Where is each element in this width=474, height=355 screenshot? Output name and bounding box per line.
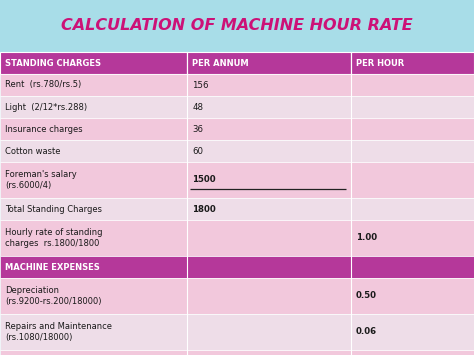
Text: 36: 36 <box>192 125 203 133</box>
Bar <box>187 198 351 220</box>
Bar <box>351 118 474 140</box>
Bar <box>187 314 351 350</box>
Bar <box>351 74 474 96</box>
Bar <box>351 350 474 355</box>
Bar <box>0 74 187 96</box>
Bar <box>187 96 351 118</box>
Bar <box>187 278 351 314</box>
Text: CALCULATION OF MACHINE HOUR RATE: CALCULATION OF MACHINE HOUR RATE <box>61 18 413 33</box>
Text: PER ANNUM: PER ANNUM <box>192 59 249 67</box>
Bar <box>0 140 187 162</box>
Bar <box>0 314 187 350</box>
Bar <box>0 0 474 52</box>
Bar <box>187 52 351 74</box>
Bar <box>187 118 351 140</box>
Bar <box>0 118 187 140</box>
Bar <box>187 140 351 162</box>
Text: 0.50: 0.50 <box>356 291 377 300</box>
Bar <box>0 96 187 118</box>
Text: 1.00: 1.00 <box>356 234 377 242</box>
Bar <box>187 220 351 256</box>
Bar <box>351 162 474 198</box>
Bar <box>0 256 187 278</box>
Bar <box>187 350 351 355</box>
Bar <box>0 52 187 74</box>
Bar <box>351 278 474 314</box>
Bar <box>187 162 351 198</box>
Bar <box>0 162 187 198</box>
Text: 1500: 1500 <box>192 175 216 185</box>
Text: 60: 60 <box>192 147 203 155</box>
Text: PER HOUR: PER HOUR <box>356 59 404 67</box>
Text: 48: 48 <box>192 103 203 111</box>
Bar <box>0 220 187 256</box>
Bar <box>351 96 474 118</box>
Text: Repairs and Maintenance
(rs.1080/18000): Repairs and Maintenance (rs.1080/18000) <box>5 322 112 342</box>
Text: Insurance charges: Insurance charges <box>5 125 82 133</box>
Text: Foreman's salary
(rs.6000/4): Foreman's salary (rs.6000/4) <box>5 170 77 190</box>
Text: Total Standing Charges: Total Standing Charges <box>5 204 102 213</box>
Text: 156: 156 <box>192 81 209 89</box>
Text: Hourly rate of standing
charges  rs.1800/1800: Hourly rate of standing charges rs.1800/… <box>5 228 102 248</box>
Bar <box>351 198 474 220</box>
Bar <box>351 140 474 162</box>
Bar <box>351 220 474 256</box>
Text: 0.06: 0.06 <box>356 328 377 337</box>
Bar <box>351 52 474 74</box>
Text: Cotton waste: Cotton waste <box>5 147 61 155</box>
Bar <box>0 278 187 314</box>
Bar <box>351 256 474 278</box>
Bar <box>0 350 187 355</box>
Text: STANDING CHARGES: STANDING CHARGES <box>5 59 101 67</box>
Text: 1800: 1800 <box>192 204 216 213</box>
Bar <box>187 74 351 96</box>
Bar <box>0 198 187 220</box>
Bar <box>351 314 474 350</box>
Text: Light  (2/12*rs.288): Light (2/12*rs.288) <box>5 103 87 111</box>
Text: Rent  (rs.780/rs.5): Rent (rs.780/rs.5) <box>5 81 81 89</box>
Bar <box>187 256 351 278</box>
Text: Depreciation
(rs.9200-rs.200/18000): Depreciation (rs.9200-rs.200/18000) <box>5 286 101 306</box>
Text: MACHINE EXPENSES: MACHINE EXPENSES <box>5 262 100 272</box>
